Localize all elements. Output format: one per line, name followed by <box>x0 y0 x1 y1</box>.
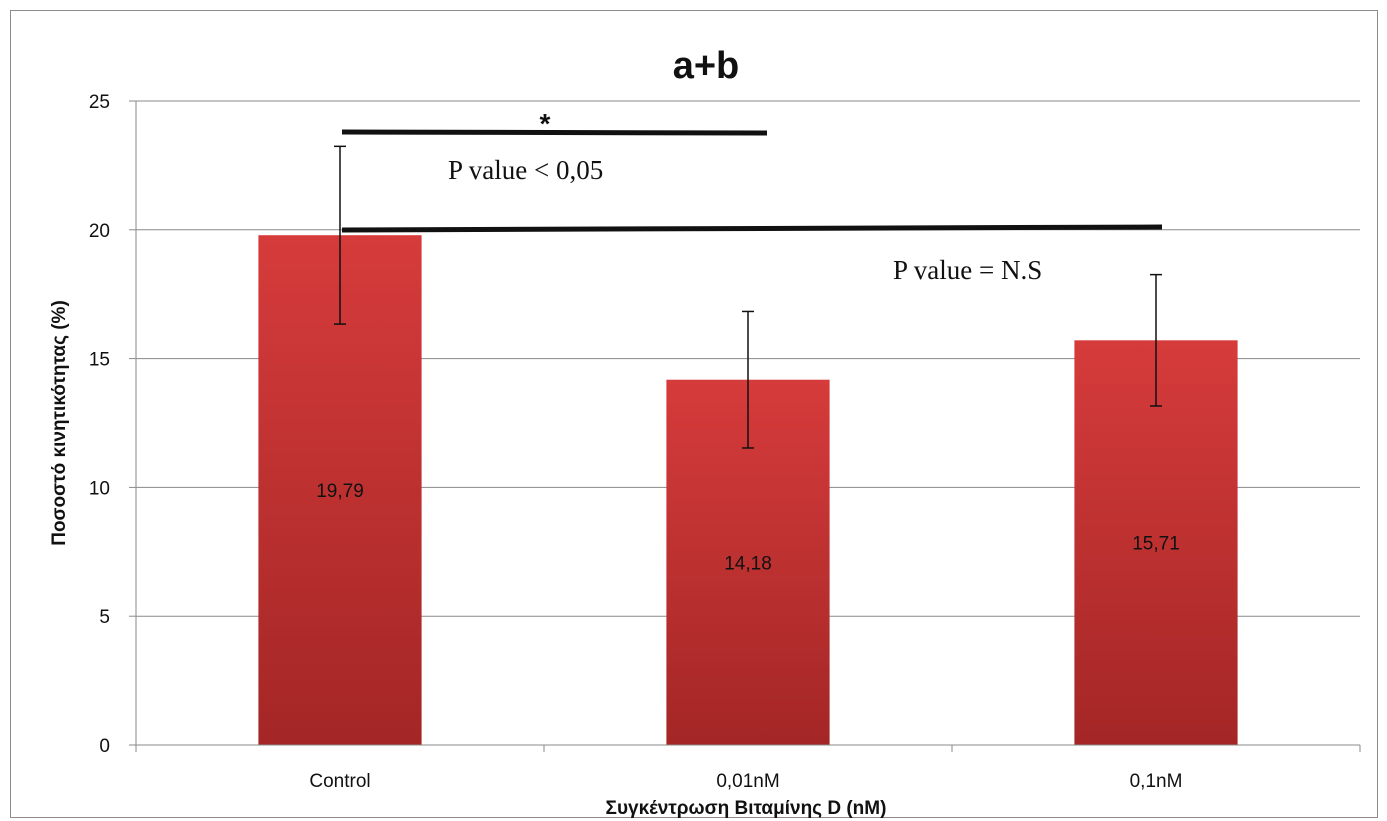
p-value-label-1: P value < 0,05 <box>448 155 603 185</box>
x-tick-label: 0,01nM <box>716 771 779 792</box>
significance-line-2 <box>341 224 1163 233</box>
x-tick-label: 0,1nM <box>1130 771 1183 792</box>
y-tick-label: 25 <box>89 92 110 113</box>
y-tick-label: 0 <box>99 736 110 757</box>
y-tick-label: 15 <box>89 350 110 371</box>
y-tick-label: 10 <box>89 478 110 499</box>
data-label: 19,79 <box>316 481 364 502</box>
chart-title: a+b <box>673 45 740 87</box>
y-tick-label: 5 <box>99 607 110 628</box>
x-axis-title: Συγκέντρωση Βιταμίνης D (nM) <box>606 798 887 819</box>
bars <box>258 145 1238 745</box>
y-tick-label: 20 <box>89 221 110 242</box>
labels: 0 5 10 15 20 25 19,79 Control 14,18 0,01nM 15,71 0,… <box>89 92 1183 792</box>
x-tick-label: Control <box>309 771 370 792</box>
error-bar <box>334 145 346 325</box>
significance-asterisk: * <box>540 108 551 139</box>
axes <box>129 100 1361 752</box>
error-bar <box>742 310 754 449</box>
data-label: 14,18 <box>724 553 772 574</box>
data-label: 15,71 <box>1132 534 1180 555</box>
y-axis-title: Ποσοστό κινητικότητας (%) <box>49 300 70 546</box>
p-value-label-2: P value = N.S <box>893 255 1042 285</box>
error-bar <box>1150 273 1162 407</box>
significance-line-1 <box>341 129 768 136</box>
bar-0-1nm <box>1074 340 1238 745</box>
